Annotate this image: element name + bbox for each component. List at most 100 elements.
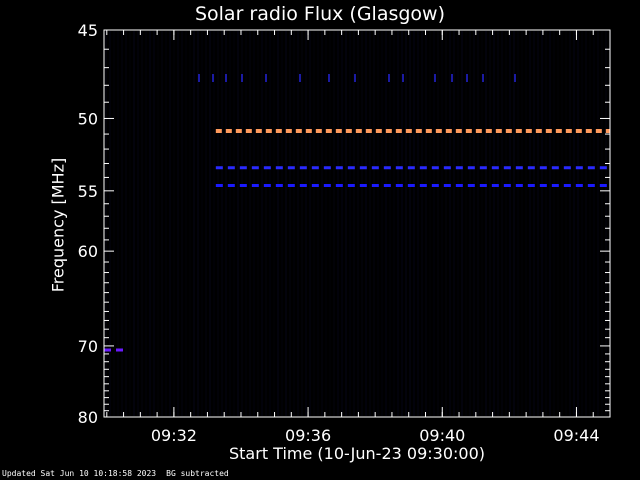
noise-column — [517, 31, 519, 416]
x-tick-label-09:44: 09:44 — [553, 426, 599, 445]
noise-column — [457, 31, 459, 416]
noise-column — [529, 31, 531, 416]
y-tick-label-70: 70 — [78, 337, 98, 356]
noise-column — [421, 31, 423, 416]
noise-column — [489, 31, 491, 416]
noise-column — [189, 31, 191, 416]
noise-spike — [482, 74, 484, 82]
chart-title: Solar radio Flux (Glasgow) — [194, 3, 446, 25]
noise-column — [285, 31, 287, 416]
noise-column — [177, 31, 179, 416]
noise-column — [593, 31, 595, 416]
noise-column — [501, 31, 503, 416]
noise-column — [281, 31, 283, 416]
noise-column — [237, 31, 239, 416]
noise-column — [349, 31, 351, 416]
noise-column — [185, 31, 187, 416]
noise-column — [445, 31, 447, 416]
noise-column — [577, 31, 579, 416]
noise-column — [401, 31, 403, 416]
noise-column — [233, 31, 235, 416]
noise-column — [453, 31, 455, 416]
noise-column — [557, 31, 559, 416]
x-tick-label-09:32: 09:32 — [151, 426, 197, 445]
noise-column — [197, 31, 199, 416]
noise-column — [569, 31, 571, 416]
noise-spike — [328, 74, 330, 82]
noise-column — [377, 31, 379, 416]
noise-column — [353, 31, 355, 416]
noise-column — [221, 31, 223, 416]
noise-column — [305, 31, 307, 416]
noise-spike — [241, 74, 243, 82]
noise-column — [337, 31, 339, 416]
noise-column — [321, 31, 323, 416]
noise-column — [149, 31, 151, 416]
noise-column — [273, 31, 275, 416]
noise-column — [561, 31, 563, 416]
noise-column — [333, 31, 335, 416]
noise-column — [361, 31, 363, 416]
noise-column — [605, 31, 607, 416]
noise-column — [597, 31, 599, 416]
noise-column — [109, 31, 111, 416]
noise-column — [461, 31, 463, 416]
noise-column — [513, 31, 515, 416]
noise-column — [157, 31, 159, 416]
y-axis-label: Frequency [MHz] — [48, 157, 68, 293]
noise-column — [441, 31, 443, 416]
noise-column — [229, 31, 231, 416]
noise-spike — [265, 74, 267, 82]
noise-column — [165, 31, 167, 416]
noise-column — [369, 31, 371, 416]
noise-column — [193, 31, 195, 416]
noise-column — [269, 31, 271, 416]
noise-column — [573, 31, 575, 416]
noise-column — [245, 31, 247, 416]
noise-column — [469, 31, 471, 416]
noise-column — [217, 31, 219, 416]
noise-column — [297, 31, 299, 416]
noise-spike — [466, 74, 468, 82]
noise-column — [537, 31, 539, 416]
plot-frame — [103, 29, 611, 418]
noise-column — [257, 31, 259, 416]
noise-column — [373, 31, 375, 416]
noise-column — [505, 31, 507, 416]
noise-column — [201, 31, 203, 416]
y-tick-label-45: 45 — [78, 21, 98, 40]
noise-column — [317, 31, 319, 416]
noise-column — [389, 31, 391, 416]
noise-column — [437, 31, 439, 416]
x-axis-label: Start Time (10-Jun-23 09:30:00) — [229, 444, 485, 463]
noise-spike — [402, 74, 404, 82]
spectrogram-background-noise — [105, 31, 611, 416]
noise-column — [137, 31, 139, 416]
x-axis: 09:32 09:36 09:40 09:44 — [106, 30, 611, 445]
noise-column — [449, 31, 451, 416]
noise-column — [585, 31, 587, 416]
noise-column — [145, 31, 147, 416]
noise-spike — [212, 74, 214, 82]
noise-column — [289, 31, 291, 416]
noise-column — [565, 31, 567, 416]
noise-column — [345, 31, 347, 416]
noise-column — [249, 31, 251, 416]
noise-column — [241, 31, 243, 416]
noise-column — [393, 31, 395, 416]
noise-spike — [299, 74, 301, 82]
x-tick-label-09:36: 09:36 — [285, 426, 331, 445]
noise-column — [601, 31, 603, 416]
noise-column — [133, 31, 135, 416]
noise-column — [473, 31, 475, 416]
footer-updated: Updated Sat Jun 10 10:18:58 2023 — [2, 469, 157, 478]
noise-column — [357, 31, 359, 416]
footer-note: BG subtracted — [166, 469, 229, 478]
noise-column — [301, 31, 303, 416]
noise-column — [105, 31, 107, 416]
y-tick-label-60: 60 — [78, 242, 98, 261]
noise-column — [161, 31, 163, 416]
noise-column — [521, 31, 523, 416]
noise-column — [253, 31, 255, 416]
noise-column — [381, 31, 383, 416]
